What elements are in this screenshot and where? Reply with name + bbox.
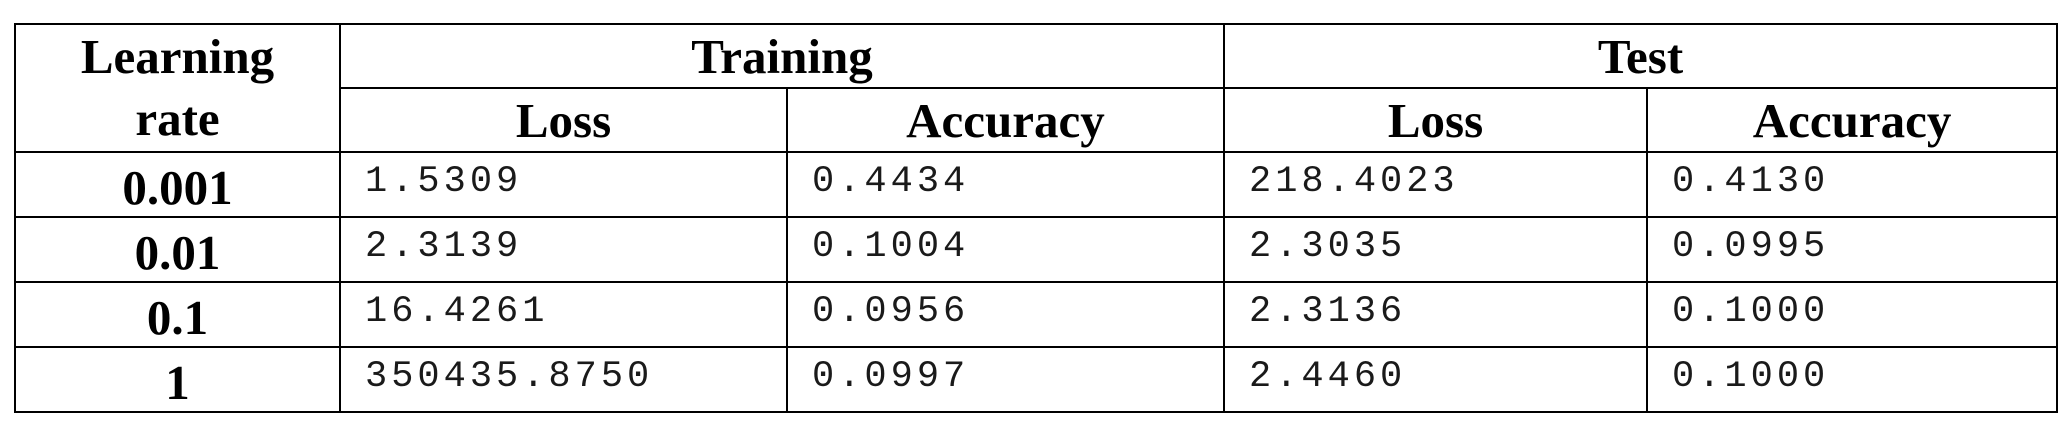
learning-rate-cell: 0.001 xyxy=(14,151,341,218)
training-accuracy-cell: 0.0956 xyxy=(786,281,1225,348)
test-loss-cell: 2.4460 xyxy=(1223,346,1648,413)
test-loss-cell: 2.3136 xyxy=(1223,281,1648,348)
training-loss-header: Loss xyxy=(339,87,788,153)
training-loss-cell: 1.5309 xyxy=(339,151,788,218)
learning-rate-cell: 0.1 xyxy=(14,281,341,348)
test-accuracy-cell: 0.1000 xyxy=(1645,346,2059,413)
test-accuracy-cell: 0.4130 xyxy=(1645,151,2059,218)
table-row: 1 350435.8750 0.0997 2.4460 0.1000 xyxy=(14,346,2059,413)
test-accuracy-cell: 0.0995 xyxy=(1645,216,2059,283)
results-table: Learning rate Training Test Loss Accurac… xyxy=(14,23,2059,413)
test-loss-cell: 218.4023 xyxy=(1223,151,1648,218)
learning-rate-header-line2: rate xyxy=(135,91,220,146)
table-row: 0.001 1.5309 0.4434 218.4023 0.4130 xyxy=(14,151,2059,218)
test-accuracy-header: Accuracy xyxy=(1645,87,2059,153)
test-header: Test xyxy=(1222,23,2059,89)
test-loss-header: Loss xyxy=(1223,87,1648,153)
training-header: Training xyxy=(339,23,1225,89)
learning-rate-cell: 1 xyxy=(14,346,341,413)
training-accuracy-cell: 0.4434 xyxy=(786,151,1225,218)
table-row: 0.1 16.4261 0.0956 2.3136 0.1000 xyxy=(14,281,2059,348)
training-accuracy-cell: 0.1004 xyxy=(786,216,1225,283)
learning-rate-header-line1: Learning xyxy=(80,29,275,84)
training-loss-cell: 350435.8750 xyxy=(339,346,788,413)
table-row: 0.01 2.3139 0.1004 2.3035 0.0995 xyxy=(14,216,2059,283)
learning-rate-cell: 0.01 xyxy=(14,216,341,283)
learning-rate-header: Learning rate xyxy=(14,23,341,153)
training-loss-cell: 2.3139 xyxy=(339,216,788,283)
test-accuracy-cell: 0.1000 xyxy=(1645,281,2059,348)
training-loss-cell: 16.4261 xyxy=(339,281,788,348)
training-accuracy-cell: 0.0997 xyxy=(786,346,1225,413)
test-loss-cell: 2.3035 xyxy=(1223,216,1648,283)
header-row-sub: Loss Accuracy Loss Accuracy xyxy=(15,87,2059,153)
results-table-container: Learning rate Training Test Loss Accurac… xyxy=(14,23,2059,413)
training-accuracy-header: Accuracy xyxy=(786,87,1225,153)
header-row-top: Learning rate Training Test xyxy=(14,23,2059,153)
